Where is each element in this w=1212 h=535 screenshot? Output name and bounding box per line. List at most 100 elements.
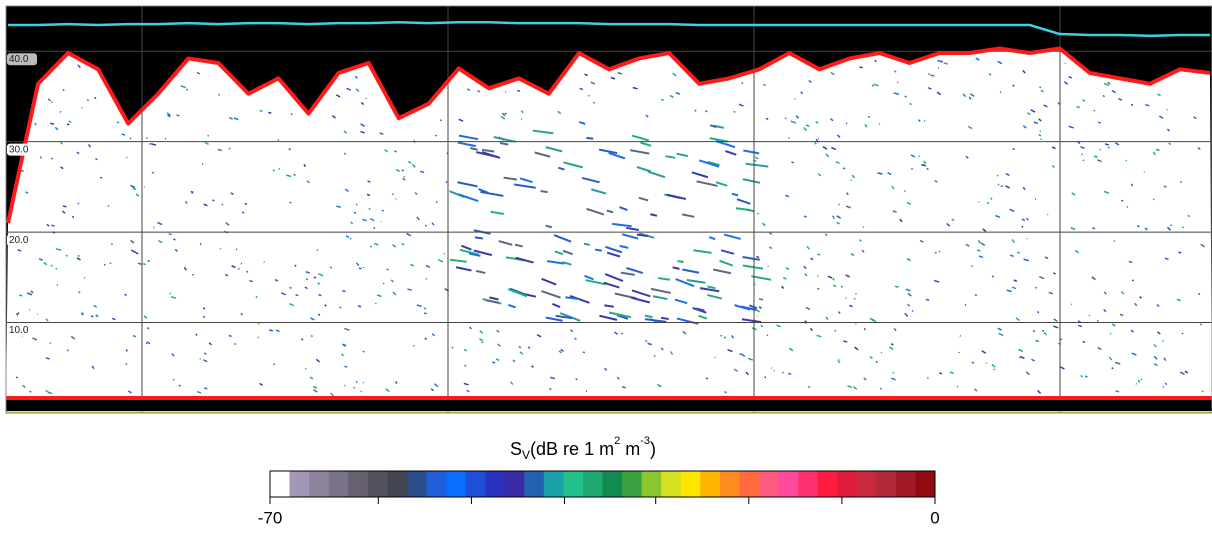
echo-trace — [449, 258, 467, 263]
echo-trace — [125, 349, 128, 352]
echo-trace — [731, 192, 739, 197]
echo-trace — [130, 249, 135, 253]
echo-trace — [60, 166, 64, 170]
echo-trace — [1048, 291, 1054, 295]
echo-trace — [727, 349, 733, 353]
echo-trace — [374, 242, 379, 246]
echo-trace — [733, 110, 736, 113]
echo-trace — [401, 169, 405, 172]
echo-trace — [76, 151, 80, 155]
echo-trace — [86, 98, 90, 102]
echo-trace — [754, 156, 759, 160]
echo-trace — [509, 287, 524, 295]
echo-trace — [111, 317, 116, 321]
echo-trace — [70, 335, 76, 340]
echo-trace — [515, 256, 534, 264]
echo-trace — [594, 248, 602, 252]
echo-trace — [395, 198, 397, 200]
echo-trace — [168, 233, 173, 236]
echo-trace — [758, 306, 762, 309]
echo-trace — [698, 314, 708, 320]
echo-trace — [466, 88, 471, 92]
echo-trace — [475, 151, 499, 159]
echo-trace — [531, 365, 534, 368]
echo-trace — [196, 390, 202, 394]
echo-trace — [490, 210, 504, 215]
echo-trace — [437, 258, 444, 263]
echo-trace — [975, 57, 980, 61]
echo-trace — [416, 216, 420, 221]
echo-trace — [562, 261, 572, 266]
echo-trace — [17, 249, 22, 252]
echo-trace — [1013, 279, 1018, 283]
echo-trace — [982, 228, 987, 233]
echo-trace — [95, 157, 98, 161]
colorbar-frame — [269, 470, 936, 498]
echo-trace — [68, 120, 72, 124]
echo-trace — [890, 343, 894, 346]
echo-trace — [1015, 317, 1020, 322]
echo-trace — [619, 206, 628, 211]
echo-trace — [1157, 93, 1161, 97]
colorbar-swatch — [895, 471, 916, 497]
echo-trace — [756, 255, 760, 259]
echo-trace — [1012, 84, 1015, 87]
echo-trace — [993, 368, 996, 371]
echo-trace — [907, 292, 912, 297]
echo-trace — [756, 315, 758, 317]
echo-trace — [46, 223, 50, 227]
echo-trace — [647, 342, 652, 346]
echo-trace — [129, 137, 132, 140]
echo-trace — [221, 203, 224, 206]
echo-trace — [853, 297, 856, 300]
echo-trace — [275, 329, 280, 333]
echo-trace — [199, 243, 202, 246]
echo-trace — [853, 386, 858, 390]
echo-trace — [869, 355, 873, 360]
echo-trace — [342, 290, 346, 293]
echo-trace — [629, 149, 650, 155]
echo-trace — [272, 169, 276, 172]
echo-trace — [1115, 390, 1120, 393]
echo-trace — [800, 91, 804, 95]
echo-trace — [1200, 243, 1205, 248]
echo-trace — [825, 153, 830, 158]
echo-trace — [605, 245, 623, 254]
echo-trace — [424, 224, 427, 227]
echo-trace — [300, 338, 304, 341]
echo-trace — [470, 147, 478, 151]
echo-trace — [621, 386, 626, 389]
echo-trace — [285, 174, 292, 178]
echo-trace — [78, 290, 81, 294]
echo-trace — [905, 288, 911, 292]
echo-trace — [203, 203, 208, 207]
echo-trace — [373, 226, 376, 230]
echo-trace — [150, 142, 157, 146]
echo-trace — [212, 199, 215, 202]
echo-trace — [734, 304, 751, 311]
echo-trace — [107, 204, 110, 207]
echo-trace — [345, 235, 350, 238]
echo-trace — [657, 383, 662, 388]
echo-trace — [636, 233, 648, 238]
echo-trace — [1114, 142, 1120, 146]
echo-trace — [350, 221, 354, 225]
echo-trace — [412, 344, 415, 347]
echo-trace — [204, 141, 209, 145]
echo-trace — [741, 81, 744, 85]
echo-trace — [723, 336, 727, 339]
bottom-band — [6, 400, 1212, 411]
echo-trace — [481, 148, 495, 153]
echo-trace — [166, 112, 171, 117]
echo-trace — [725, 150, 737, 156]
echo-trace — [584, 274, 594, 281]
echo-trace — [621, 332, 624, 335]
echo-trace — [520, 110, 524, 114]
echo-trace — [343, 152, 347, 155]
echo-trace — [661, 98, 664, 101]
echo-trace — [1042, 329, 1045, 332]
echo-trace — [148, 143, 151, 145]
echo-trace — [434, 134, 437, 137]
echo-trace — [1032, 329, 1036, 333]
